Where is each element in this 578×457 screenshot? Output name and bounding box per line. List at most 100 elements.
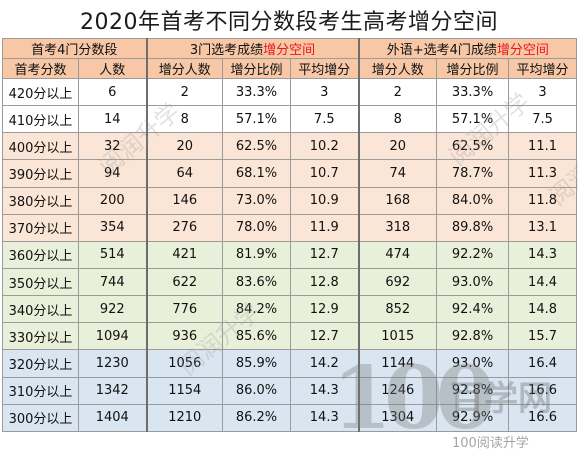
- table-cell: 20: [145, 132, 223, 161]
- table-cell: 33.3%: [436, 77, 510, 107]
- table-cell: 89.8%: [436, 213, 510, 242]
- table-cell: 514: [78, 240, 147, 269]
- table-cell: 57.1%: [436, 105, 510, 134]
- page-title: 2020年首考不同分数段考生高考增分空间: [80, 10, 498, 35]
- score-range-cell: 300分以上: [2, 403, 79, 433]
- score-range-cell: 350分以上: [2, 267, 79, 297]
- table-cell: 318: [357, 213, 438, 242]
- score-table: 首考4门分数段 3门选考成绩增分空间 外语+选考4门成绩增分空间 首考分数 人数…: [2, 38, 578, 433]
- score-range-cell: 340分以上: [2, 295, 79, 324]
- table-cell: 12.8: [289, 267, 360, 297]
- table-cell: 852: [357, 295, 438, 324]
- score-range-cell: 420分以上: [2, 77, 79, 107]
- table-cell: 81.9%: [222, 240, 291, 269]
- column-header: 平均增分: [508, 58, 578, 79]
- table-cell: 8: [357, 105, 438, 134]
- column-header: 增分比例: [436, 58, 510, 79]
- table-row: 320分以上 1230 1056 85.9% 14.2 1144 93.0% 16.4: [2, 349, 578, 378]
- table-cell: 12.7: [289, 322, 360, 351]
- table-cell: 14.3: [508, 240, 578, 269]
- table-cell: 10.2: [289, 132, 360, 161]
- table-row: 330分以上 1094 936 85.6% 12.7 1015 92.8% 15.7: [2, 322, 578, 351]
- score-range-cell: 400分以上: [2, 132, 79, 161]
- score-range-cell: 370分以上: [2, 213, 79, 242]
- table-cell: 92.4%: [436, 295, 510, 324]
- table-cell: 10.9: [289, 186, 360, 215]
- table-cell: 936: [145, 322, 223, 351]
- table-cell: 200: [78, 186, 147, 215]
- table-row: 410分以上 14 8 57.1% 7.5 8 57.1% 7.5: [2, 105, 578, 134]
- table-cell: 93.0%: [436, 349, 510, 378]
- table-cell: 14.8: [508, 295, 578, 324]
- table-row: 370分以上 354 276 78.0% 11.9 318 89.8% 13.1: [2, 213, 578, 242]
- table-cell: 64: [145, 159, 223, 188]
- table-cell: 12.9: [289, 295, 360, 324]
- table-cell: 1094: [78, 322, 147, 351]
- score-range-cell: 390分以上: [2, 159, 79, 188]
- table-cell: 3: [508, 77, 578, 107]
- table-cell: 86.0%: [222, 376, 291, 405]
- table-cell: 168: [357, 186, 438, 215]
- table-cell: 1230: [78, 349, 147, 378]
- table-row: 310分以上 1342 1154 86.0% 14.3 1246 92.8% 16.6: [2, 376, 578, 405]
- table-row: 390分以上 94 64 68.1% 10.7 74 78.7% 11.3: [2, 159, 578, 188]
- table-cell: 776: [145, 295, 223, 324]
- group-header-three-subjects-label: 3门选考成绩: [189, 43, 264, 58]
- score-range-cell: 410分以上: [2, 105, 79, 134]
- score-range-cell: 330分以上: [2, 322, 79, 351]
- group-header-four-subjects: 外语+选考4门成绩增分空间: [357, 38, 578, 59]
- table-row: 300分以上 1404 1210 86.2% 14.3 1304 92.9% 16.6: [2, 403, 578, 433]
- table-cell: 92.8%: [436, 322, 510, 351]
- table-cell: 57.1%: [222, 105, 291, 134]
- table-cell: 14.2: [289, 349, 360, 378]
- group-header-four-subjects-highlight: 增分空间: [496, 43, 549, 58]
- table-cell: 12.7: [289, 240, 360, 269]
- table-cell: 32: [78, 132, 147, 161]
- column-header: 增分比例: [222, 58, 291, 79]
- table-cell: 11.3: [508, 159, 578, 188]
- column-header: 平均增分: [289, 58, 360, 79]
- table-cell: 85.6%: [222, 322, 291, 351]
- table-row: 380分以上 200 146 73.0% 10.9 168 84.0% 11.8: [2, 186, 578, 215]
- header-group-row: 首考4门分数段 3门选考成绩增分空间 外语+选考4门成绩增分空间: [2, 38, 578, 59]
- table-cell: 1210: [145, 403, 223, 433]
- column-header-row: 首考分数 人数 增分人数 增分比例 平均增分 增分人数 增分比例 平均增分: [2, 58, 578, 79]
- table-cell: 6: [78, 77, 147, 107]
- table-cell: 1304: [357, 403, 438, 433]
- table-cell: 11.9: [289, 213, 360, 242]
- column-header: 增分人数: [357, 58, 438, 79]
- table-cell: 7.5: [508, 105, 578, 134]
- table-cell: 11.8: [508, 186, 578, 215]
- table-row: 360分以上 514 421 81.9% 12.7 474 92.2% 14.3: [2, 240, 578, 269]
- table-cell: 14.3: [289, 403, 360, 433]
- table-cell: 622: [145, 267, 223, 297]
- table-cell: 692: [357, 267, 438, 297]
- table-cell: 84.2%: [222, 295, 291, 324]
- table-cell: 14.4: [508, 267, 578, 297]
- table-cell: 74: [357, 159, 438, 188]
- table-cell: 1404: [78, 403, 147, 433]
- table-cell: 1015: [357, 322, 438, 351]
- group-header-three-subjects-highlight: 增分空间: [263, 43, 316, 58]
- table-cell: 474: [357, 240, 438, 269]
- logo-subtitle: 100阅读升学: [452, 436, 529, 451]
- table-cell: 11.1: [508, 132, 578, 161]
- group-header-four-subjects-label: 外语+选考4门成绩: [386, 43, 497, 58]
- table-cell: 16.6: [508, 376, 578, 405]
- table-cell: 16.4: [508, 349, 578, 378]
- table-cell: 744: [78, 267, 147, 297]
- table-cell: 2: [145, 77, 223, 107]
- table-cell: 84.0%: [436, 186, 510, 215]
- table-cell: 92.2%: [436, 240, 510, 269]
- table-cell: 20: [357, 132, 438, 161]
- table-cell: 92.8%: [436, 376, 510, 405]
- score-range-cell: 360分以上: [2, 240, 79, 269]
- table-cell: 73.0%: [222, 186, 291, 215]
- table-cell: 15.7: [508, 322, 578, 351]
- table-cell: 8: [145, 105, 223, 134]
- column-header: 人数: [78, 58, 147, 79]
- table-cell: 86.2%: [222, 403, 291, 433]
- table-cell: 14.3: [289, 376, 360, 405]
- score-range-cell: 310分以上: [2, 376, 79, 405]
- table-cell: 33.3%: [222, 77, 291, 107]
